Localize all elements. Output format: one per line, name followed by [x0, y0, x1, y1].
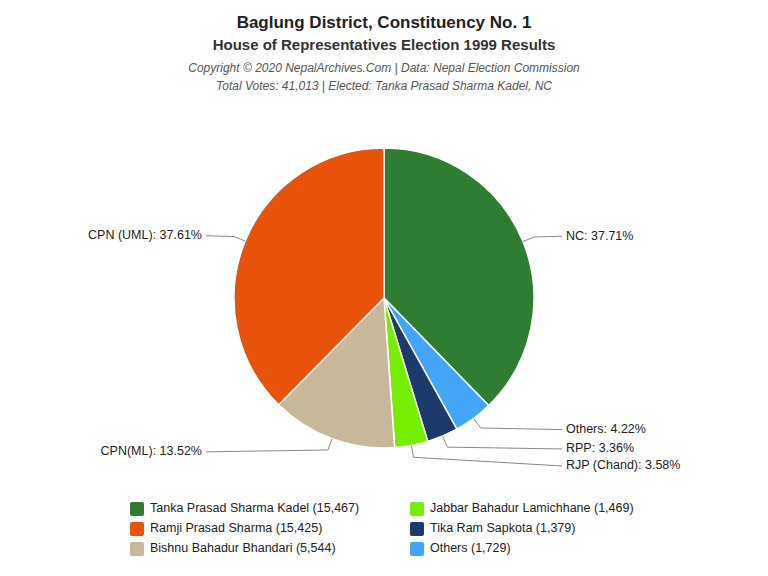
- pie-slice: [234, 148, 384, 405]
- legend-swatch: [130, 522, 144, 536]
- data-label: RPP: 3.36%: [566, 441, 634, 455]
- leader-line: [443, 436, 562, 449]
- annotation: Copyright © 2020 NepalArchives.Com | Dat…: [188, 61, 580, 75]
- leader-line: [206, 236, 245, 241]
- leader-line: [523, 236, 562, 241]
- legend-label: Tika Ram Sapkota (1,379): [430, 521, 575, 535]
- legend-label: Ramji Prasad Sharma (15,425): [150, 521, 322, 535]
- legend-label: Bishnu Bahadur Bhandari (5,544): [150, 541, 336, 555]
- annotation: Total Votes: 41,013 | Elected: Tanka Pra…: [216, 79, 552, 93]
- legend-swatch: [410, 502, 424, 516]
- legend-swatch: [130, 542, 144, 556]
- legend-label: Tanka Prasad Sharma Kadel (15,467): [150, 501, 359, 515]
- data-labels: NC: 37.71% Others: 4.22% RPP: 3.36% RJP (Ch…: [88, 228, 680, 472]
- leader-line: [206, 439, 332, 452]
- legend-item: Jabbar Bahadur Lamichhane (1,469): [410, 501, 634, 516]
- legend-item: Tika Ram Sapkota (1,379): [410, 521, 575, 536]
- data-label: NC: 37.71%: [566, 229, 633, 243]
- legend-item: Others (1,729): [410, 541, 511, 556]
- legend-item: Tanka Prasad Sharma Kadel (15,467): [130, 501, 359, 516]
- chart: Baglung District, Constituency No. 1 Hous…: [0, 0, 768, 576]
- subtitle: House of Representatives Election 1999 R…: [213, 36, 556, 53]
- data-label: Others: 4.22%: [566, 422, 646, 436]
- data-label: RJP (Chand): 3.58%: [566, 458, 680, 472]
- legend-swatch: [410, 522, 424, 536]
- leader-line: [474, 418, 562, 429]
- legend-swatch: [130, 502, 144, 516]
- legend-item: Ramji Prasad Sharma (15,425): [130, 521, 322, 536]
- legend-label: Others (1,729): [430, 541, 511, 555]
- title: Baglung District, Constituency No. 1: [237, 13, 532, 32]
- legend-swatch: [410, 542, 424, 556]
- legend-item: Bishnu Bahadur Bhandari (5,544): [130, 541, 336, 556]
- data-label: CPN(ML): 13.52%: [101, 444, 202, 458]
- pie: [234, 148, 534, 448]
- leader-line: [411, 445, 562, 465]
- legend-label: Jabbar Bahadur Lamichhane (1,469): [430, 501, 634, 515]
- legend: Tanka Prasad Sharma Kadel (15,467) Ramji …: [130, 501, 634, 556]
- data-label: CPN (UML): 37.61%: [88, 228, 202, 242]
